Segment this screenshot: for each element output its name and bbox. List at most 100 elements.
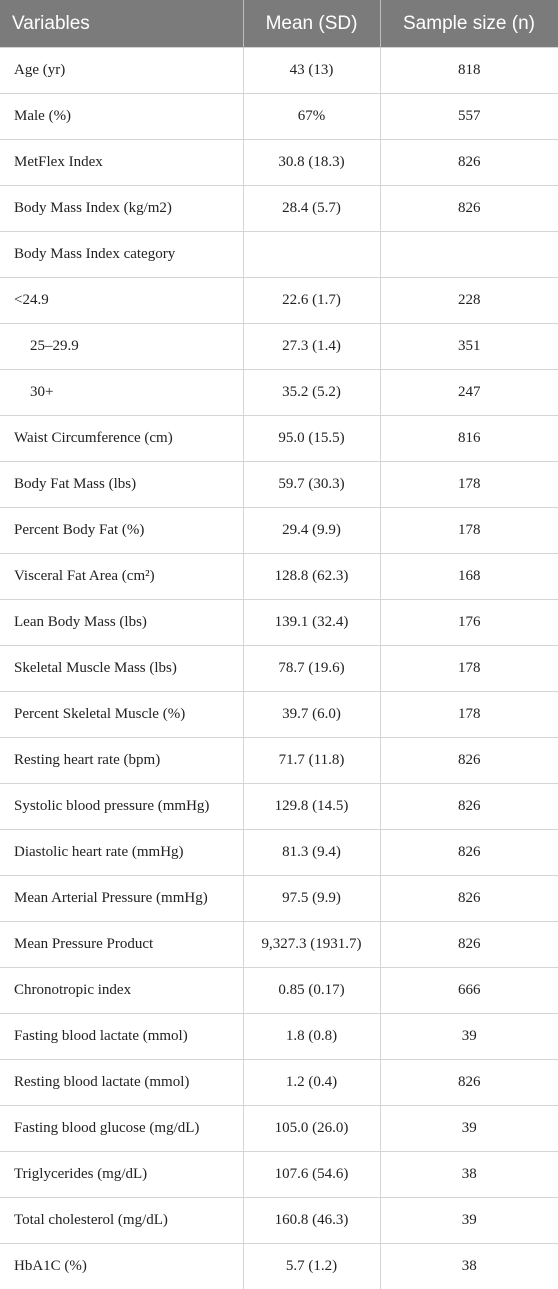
- variable-cell: Lean Body Mass (lbs): [0, 599, 244, 646]
- variable-cell: Fasting blood glucose (mg/dL): [0, 1105, 244, 1152]
- variable-cell: Total cholesterol (mg/dL): [0, 1197, 244, 1244]
- mean-cell: 59.7 (30.3): [242, 461, 381, 508]
- n-cell: 826: [379, 139, 558, 186]
- table-row: 25–29.9 27.3 (1.4) 351: [0, 323, 558, 370]
- n-cell: 818: [379, 47, 558, 94]
- variable-cell: Percent Body Fat (%): [0, 507, 244, 554]
- n-cell: 178: [379, 461, 558, 508]
- variable-cell: Percent Skeletal Muscle (%): [0, 691, 244, 738]
- table-row: Systolic blood pressure (mmHg) 129.8 (14.…: [0, 783, 558, 830]
- n-cell: 168: [379, 553, 558, 600]
- n-cell: 38: [379, 1151, 558, 1198]
- table-row: Fasting blood glucose (mg/dL) 105.0 (26.0…: [0, 1105, 558, 1152]
- variable-cell: Chronotropic index: [0, 967, 244, 1014]
- n-cell: 826: [379, 875, 558, 922]
- mean-cell: 160.8 (46.3): [242, 1197, 381, 1244]
- variable-cell: MetFlex Index: [0, 139, 244, 186]
- n-cell: 39: [379, 1197, 558, 1244]
- table-row: Body Mass Index category: [0, 231, 558, 278]
- table-row: Fasting blood lactate (mmol) 1.8 (0.8) 39: [0, 1013, 558, 1060]
- variable-cell: 25–29.9: [0, 323, 244, 370]
- table-row: Total cholesterol (mg/dL) 160.8 (46.3) 39: [0, 1197, 558, 1244]
- header-cell: Sample size (n): [380, 0, 558, 48]
- variable-cell: Body Fat Mass (lbs): [0, 461, 244, 508]
- n-cell: 38: [379, 1243, 558, 1289]
- mean-cell: 5.7 (1.2): [242, 1243, 381, 1289]
- variable-cell: Fasting blood lactate (mmol): [0, 1013, 244, 1060]
- table-row: Male (%) 67% 557: [0, 93, 558, 140]
- mean-cell: 107.6 (54.6): [242, 1151, 381, 1198]
- n-cell: 826: [379, 921, 558, 968]
- table-row: HbA1C (%) 5.7 (1.2) 38: [0, 1243, 558, 1289]
- n-cell: 816: [379, 415, 558, 462]
- mean-cell: 1.2 (0.4): [242, 1059, 381, 1106]
- variable-cell: 30+: [0, 369, 244, 416]
- table-row: Diastolic heart rate (mmHg) 81.3 (9.4) 826: [0, 829, 558, 876]
- variable-cell: Waist Circumference (cm): [0, 415, 244, 462]
- table-row: Resting blood lactate (mmol) 1.2 (0.4) 826: [0, 1059, 558, 1106]
- variable-cell: Resting heart rate (bpm): [0, 737, 244, 784]
- header-row: Variables Mean (SD) Sample size (n): [0, 0, 558, 48]
- variable-cell: Systolic blood pressure (mmHg): [0, 783, 244, 830]
- variable-cell: Body Mass Index (kg/m2): [0, 185, 244, 232]
- table-row: Body Mass Index (kg/m2) 28.4 (5.7) 826: [0, 185, 558, 232]
- table-row: Skeletal Muscle Mass (lbs) 78.7 (19.6) 178: [0, 645, 558, 692]
- mean-cell: 71.7 (11.8): [242, 737, 381, 784]
- mean-cell: 0.85 (0.17): [242, 967, 381, 1014]
- variable-cell: Triglycerides (mg/dL): [0, 1151, 244, 1198]
- table-row: Age (yr) 43 (13) 818: [0, 47, 558, 94]
- table-row: Mean Arterial Pressure (mmHg) 97.5 (9.9) 8…: [0, 875, 558, 922]
- mean-cell: 95.0 (15.5): [242, 415, 381, 462]
- variable-cell: Body Mass Index category: [0, 231, 244, 278]
- table-body: Age (yr) 43 (13) 818 Male (%) 67% 557 MetFlex …: [0, 47, 558, 1289]
- n-cell: 39: [379, 1013, 558, 1060]
- mean-cell: [242, 231, 381, 278]
- variable-cell: Resting blood lactate (mmol): [0, 1059, 244, 1106]
- mean-cell: 81.3 (9.4): [242, 829, 381, 876]
- table-row: Triglycerides (mg/dL) 107.6 (54.6) 38: [0, 1151, 558, 1198]
- mean-cell: 9,327.3 (1931.7): [242, 921, 381, 968]
- table-row: Percent Skeletal Muscle (%) 39.7 (6.0) 178: [0, 691, 558, 738]
- header-cell: Variables: [0, 0, 244, 48]
- variable-cell: Skeletal Muscle Mass (lbs): [0, 645, 244, 692]
- table-row: 30+ 35.2 (5.2) 247: [0, 369, 558, 416]
- n-cell: 666: [379, 967, 558, 1014]
- table-row: <24.9 22.6 (1.7) 228: [0, 277, 558, 324]
- variable-cell: Male (%): [0, 93, 244, 140]
- n-cell: 557: [379, 93, 558, 140]
- variable-cell: HbA1C (%): [0, 1243, 244, 1289]
- mean-cell: 105.0 (26.0): [242, 1105, 381, 1152]
- n-cell: 178: [379, 645, 558, 692]
- n-cell: 826: [379, 783, 558, 830]
- table-row: Waist Circumference (cm) 95.0 (15.5) 816: [0, 415, 558, 462]
- table-row: Resting heart rate (bpm) 71.7 (11.8) 826: [0, 737, 558, 784]
- table-row: Body Fat Mass (lbs) 59.7 (30.3) 178: [0, 461, 558, 508]
- variable-cell: Mean Pressure Product: [0, 921, 244, 968]
- mean-cell: 29.4 (9.9): [242, 507, 381, 554]
- n-cell: 228: [379, 277, 558, 324]
- mean-cell: 39.7 (6.0): [242, 691, 381, 738]
- variable-cell: Age (yr): [0, 47, 244, 94]
- table-row: Lean Body Mass (lbs) 139.1 (32.4) 176: [0, 599, 558, 646]
- variable-cell: Visceral Fat Area (cm²): [0, 553, 244, 600]
- n-cell: 39: [379, 1105, 558, 1152]
- variable-cell: <24.9: [0, 277, 244, 324]
- n-cell: 826: [379, 737, 558, 784]
- mean-cell: 129.8 (14.5): [242, 783, 381, 830]
- mean-cell: 67%: [242, 93, 381, 140]
- mean-cell: 28.4 (5.7): [242, 185, 381, 232]
- mean-cell: 139.1 (32.4): [242, 599, 381, 646]
- n-cell: 826: [379, 1059, 558, 1106]
- mean-cell: 1.8 (0.8): [242, 1013, 381, 1060]
- n-cell: 178: [379, 691, 558, 738]
- variable-cell: Diastolic heart rate (mmHg): [0, 829, 244, 876]
- mean-cell: 30.8 (18.3): [242, 139, 381, 186]
- mean-cell: 78.7 (19.6): [242, 645, 381, 692]
- mean-cell: 27.3 (1.4): [242, 323, 381, 370]
- n-cell: 826: [379, 829, 558, 876]
- mean-cell: 128.8 (62.3): [242, 553, 381, 600]
- table-row: Mean Pressure Product 9,327.3 (1931.7) 826: [0, 921, 558, 968]
- mean-cell: 43 (13): [242, 47, 381, 94]
- n-cell: 178: [379, 507, 558, 554]
